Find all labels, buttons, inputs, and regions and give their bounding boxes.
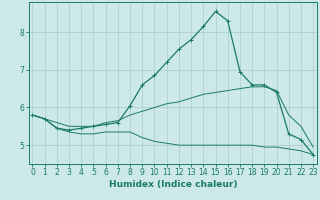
X-axis label: Humidex (Indice chaleur): Humidex (Indice chaleur) [108, 180, 237, 189]
